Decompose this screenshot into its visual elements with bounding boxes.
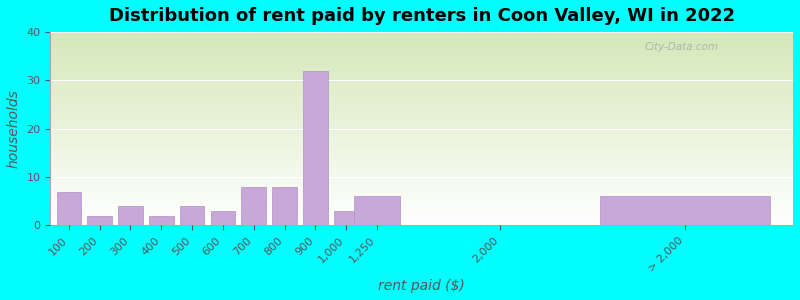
Bar — [272, 187, 297, 225]
Bar — [57, 191, 81, 225]
Title: Distribution of rent paid by renters in Coon Valley, WI in 2022: Distribution of rent paid by renters in … — [109, 7, 734, 25]
Bar — [118, 206, 143, 225]
X-axis label: rent paid ($): rent paid ($) — [378, 279, 465, 293]
Bar — [334, 211, 358, 225]
Bar — [87, 216, 112, 225]
Text: City-Data.com: City-Data.com — [645, 42, 718, 52]
Y-axis label: households: households — [7, 89, 21, 168]
Bar — [303, 71, 328, 225]
Bar — [242, 187, 266, 225]
Bar — [354, 196, 400, 225]
Bar — [180, 206, 205, 225]
Bar — [149, 216, 174, 225]
Bar — [601, 196, 770, 225]
Bar — [210, 211, 235, 225]
